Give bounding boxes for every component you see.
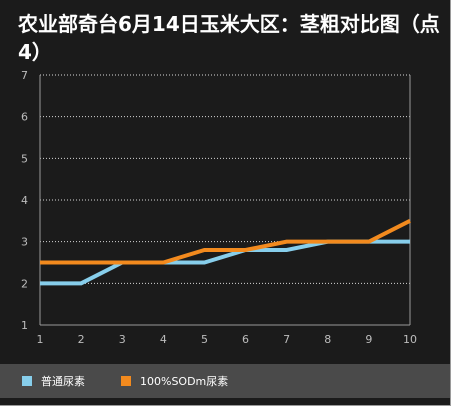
tick-labels: 1 2 3 4 5 6 7 1 2 3 4 5 6 7 8 9 10 [21,69,417,346]
x-tick-label: 1 [37,333,44,346]
y-tick-label: 1 [21,319,28,332]
legend-swatch-series-2 [121,376,131,386]
bottom-strip [0,398,450,404]
legend-label-series-2: 100%SODm尿素 [140,375,229,388]
x-tick-label: 9 [365,333,372,346]
x-tick-label: 6 [242,333,249,346]
legend-label-series-1: 普通尿素 [41,375,85,388]
axes [39,75,411,326]
legend-item-series-1[interactable]: 普通尿素 [22,374,85,388]
series-lines [40,219,411,286]
legend: 普通尿素 100%SODm尿素 [0,364,450,398]
y-tick-label: 2 [21,277,28,290]
x-tick-label: 5 [201,333,208,346]
chart-title: 农业部奇台6月14日玉米大区：茎粗对比图（点4） [18,12,440,64]
x-tick-label: 8 [324,333,331,346]
y-tick-label: 3 [21,236,28,249]
legend-item-series-2[interactable]: 100%SODm尿素 [121,374,228,388]
x-tick-label: 10 [403,333,417,346]
y-tick-label: 6 [21,111,28,124]
y-tick-label: 4 [21,194,28,207]
x-tick-label: 7 [283,333,290,346]
y-tick-label: 5 [21,152,28,165]
y-tick-label: 7 [21,69,28,82]
series-line-2 [40,219,411,265]
x-tick-label: 3 [119,333,126,346]
x-tick-label: 4 [160,333,167,346]
legend-swatch-series-1 [22,376,32,386]
grid-lines [40,74,410,284]
x-tick-label: 2 [78,333,85,346]
